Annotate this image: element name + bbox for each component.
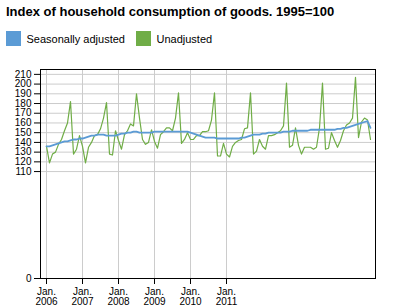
svg-text:160: 160 xyxy=(15,117,32,128)
svg-text:190: 190 xyxy=(15,88,32,99)
svg-text:210: 210 xyxy=(15,68,32,79)
svg-text:Jan.2006: Jan.2006 xyxy=(35,285,58,306)
svg-text:Jan.2008: Jan.2008 xyxy=(107,285,130,306)
svg-text:Jan.2009: Jan.2009 xyxy=(143,285,166,306)
svg-text:120: 120 xyxy=(15,156,32,167)
html-text:Seasonally adjusted: Seasonally adjusted xyxy=(26,32,125,45)
html-text:Unadjusted: Unadjusted xyxy=(156,32,213,45)
svg-text:110: 110 xyxy=(16,165,32,176)
svg-text:180: 180 xyxy=(15,97,32,108)
svg-text:Jan.2007: Jan.2007 xyxy=(71,285,94,306)
svg-text:Jan.2010: Jan.2010 xyxy=(179,285,202,306)
svg-text:150: 150 xyxy=(15,126,32,137)
svg-text:140: 140 xyxy=(15,136,32,147)
svg-text:200: 200 xyxy=(15,78,32,89)
html-text:Index of household consumption: Index of household consumption of goods.… xyxy=(6,4,335,19)
svg-text:170: 170 xyxy=(15,107,32,118)
svg-text:Jan.2011: Jan.2011 xyxy=(216,285,238,306)
svg-text:0: 0 xyxy=(26,272,32,283)
svg-text:130: 130 xyxy=(15,146,32,157)
